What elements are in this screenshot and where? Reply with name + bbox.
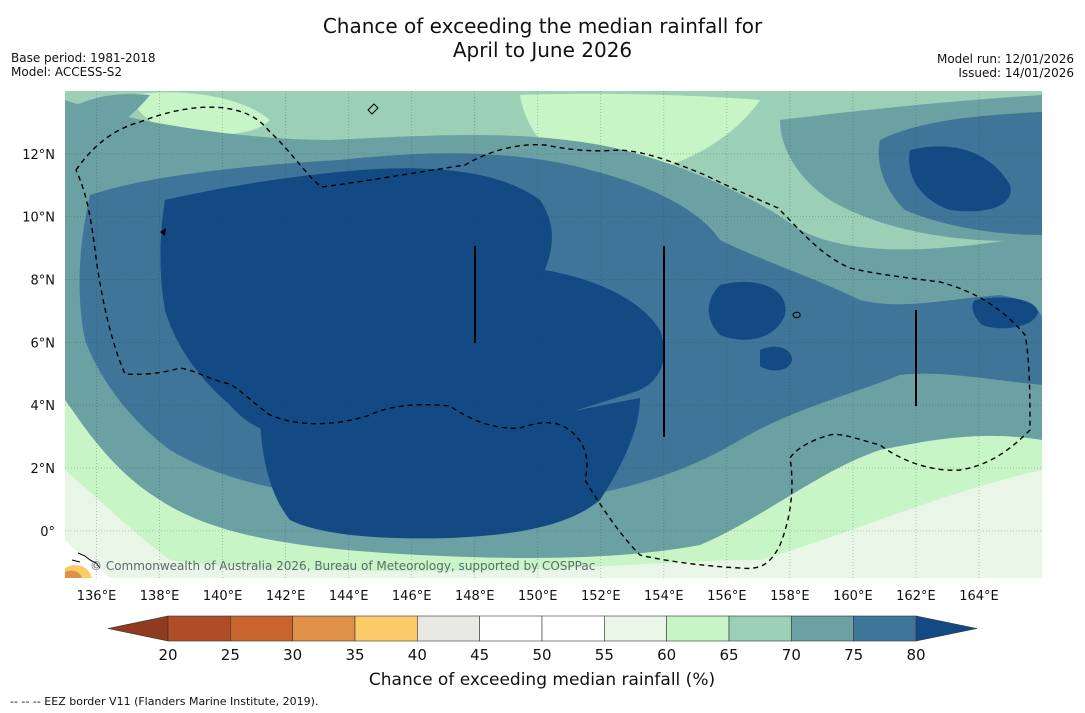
colorbar-under-arrow [107,615,169,642]
copyright-notice: © Commonwealth of Australia 2026, Bureau… [90,559,595,573]
latitude-tick-label: 6°N [31,336,56,351]
longitude-labels: 136°E 138°E 140°E 142°E 144°E 146°E 148°E 150°E… [77,589,999,604]
longitude-tick-label: 164°E [959,589,999,604]
field-70-75-nw [65,93,150,160]
colorbar-tick-label: 55 [595,646,614,664]
longitude-tick-label: 148°E [455,589,495,604]
model-text: Model: ACCESS-S2 [11,65,123,79]
colorbar-tick-label: 70 [782,646,801,664]
longitude-tick-label: 142°E [266,589,306,604]
colorbar-segment [604,615,667,642]
title-line-1: Chance of exceeding the median rainfall … [322,14,763,38]
longitude-tick-label: 152°E [581,589,621,604]
colorbar-segment [354,615,418,642]
title-line-2: April to June 2026 [452,38,633,62]
longitude-tick-label: 146°E [392,589,432,604]
colorbar-segment [791,615,854,642]
colorbar-tick-label: 75 [844,646,863,664]
field-under-30-patch [65,570,82,578]
colorbar: 20 25 30 35 40 45 50 55 60 65 70 75 80 Chance of exc… [107,615,978,690]
longitude-tick-label: 162°E [896,589,936,604]
island-outline [792,311,801,319]
probability-field [65,91,1042,578]
colorbar-over-arrow [915,615,978,642]
longitude-tick-label: 156°E [707,589,747,604]
field-over-80-south-lobe [260,398,640,539]
colorbar-tick-label: 30 [283,646,302,664]
colorbar-segment [292,615,356,642]
longitude-tick-label: 158°E [770,589,810,604]
footnote-eez: -- -- -- EEZ border V11 (Flanders Marine… [10,695,319,708]
meta-right: Model run: 12/01/2026 Issued: 14/01/2026 [937,52,1074,80]
colorbar-tick-label: 65 [719,646,738,664]
colorbar-tick-label: 50 [532,646,551,664]
longitude-tick-label: 160°E [833,589,873,604]
colorbar-segment [666,615,730,642]
colorbar-segment [417,615,480,642]
longitude-tick-label: 154°E [644,589,684,604]
latitude-labels: 12°N 10°N 8°N 6°N 4°N 2°N 0° [22,148,55,540]
eez-border [75,106,1031,570]
latitude-tick-label: 8°N [31,274,56,289]
latitude-tick-label: 12°N [22,148,55,163]
latitude-tick-label: 0° [40,525,55,540]
colorbar-label: Chance of exceeding median rainfall (%) [369,670,715,690]
latitude-tick-label: 4°N [31,399,56,414]
colorbar-segment [541,615,605,642]
longitude-tick-label: 138°E [140,589,180,604]
colorbar-tick-label: 80 [906,646,925,664]
colorbar-tick-label: 45 [470,646,489,664]
base-period-text: Base period: 1981-2018 [11,51,156,65]
latitude-tick-label: 2°N [31,462,56,477]
colorbar-segment [230,615,293,642]
colorbar-segment [167,615,231,642]
island-outline [160,228,166,236]
field-over-80-east [708,281,786,340]
field-55-60-south [65,470,1042,578]
longitude-tick-label: 144°E [329,589,369,604]
island-outline [71,552,101,569]
model-run-text: Model run: 12/01/2026 [936,52,1074,66]
longitude-tick-label: 136°E [77,589,117,604]
colorbar-segment [728,615,792,642]
meta-left: Base period: 1981-2018 Model: ACCESS-S2 [11,51,156,79]
colorbar-tick-label: 60 [657,646,676,664]
latitude-tick-label: 10°N [22,211,55,226]
field-over-80-small [760,346,792,371]
issued-text: Issued: 14/01/2026 [958,66,1074,80]
field-60-65-north [130,92,270,135]
colorbar-segment [479,615,543,642]
island-outline [367,103,379,115]
colorbar-tick-label: 25 [221,646,240,664]
colorbar-segment [853,615,917,642]
colorbar-tick-label: 40 [408,646,427,664]
longitude-tick-label: 140°E [203,589,243,604]
field-over-80-ne [909,146,1011,212]
field-over-80-core [160,168,664,445]
field-over-80-far-east [972,297,1038,329]
colorbar-tick-label: 35 [345,646,364,664]
chart-title: Chance of exceeding the median rainfall … [0,14,1085,62]
longitude-tick-label: 150°E [518,589,558,604]
colorbar-tick-label: 20 [158,646,177,664]
